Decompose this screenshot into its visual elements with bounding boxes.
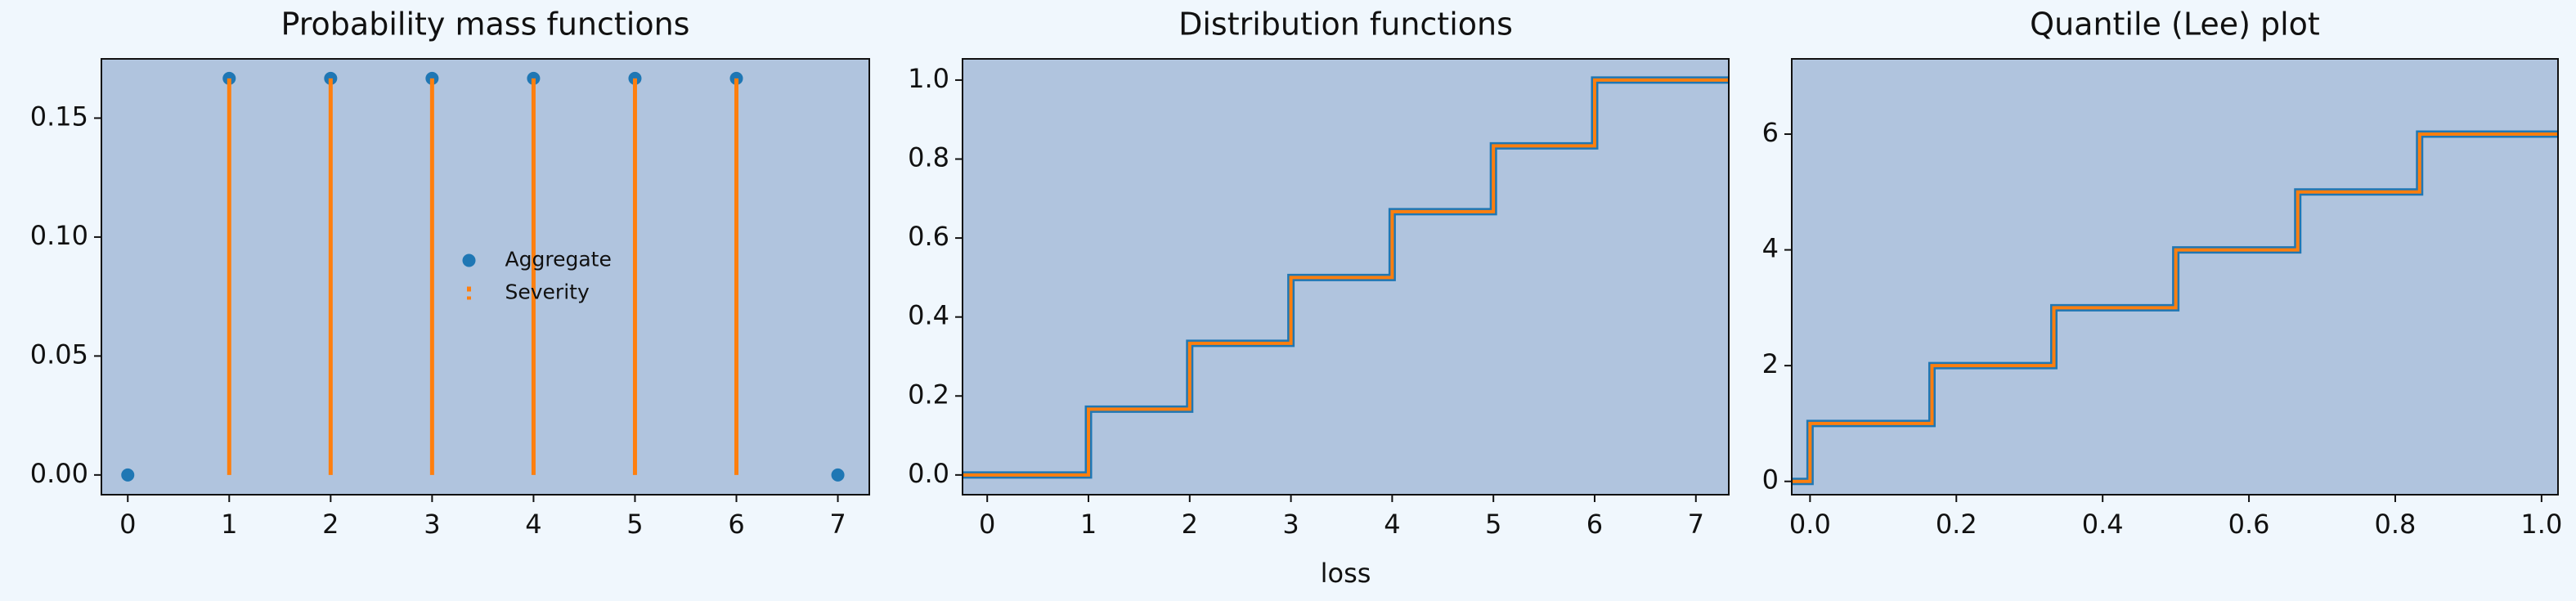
y-tick-label: 0.05 <box>30 339 88 370</box>
x-tick-label: 4 <box>1384 509 1400 540</box>
plot-frame <box>101 58 870 496</box>
x-tick-label: 6 <box>728 509 744 540</box>
x-tick-label: 0.0 <box>1789 509 1831 540</box>
x-tick-label: 3 <box>1282 509 1299 540</box>
chart-title: Probability mass functions <box>281 7 690 43</box>
x-tick-label: 1 <box>1080 509 1097 540</box>
x-tick-label: 5 <box>626 509 643 540</box>
plot-area <box>101 59 869 495</box>
y-tick-label: 0.2 <box>908 379 949 410</box>
x-tick-label: 0.6 <box>2228 509 2270 540</box>
point <box>831 468 845 482</box>
y-tick-label: 2 <box>1762 348 1779 379</box>
y-tick-label: 0.15 <box>30 101 88 132</box>
chart-title: Quantile (Lee) plot <box>2030 7 2320 43</box>
x-tick-label: 0.2 <box>1936 509 1977 540</box>
x-tick-label: 5 <box>1485 509 1501 540</box>
x-tick-label: 6 <box>1586 509 1603 540</box>
y-tick-label: 0.8 <box>908 142 949 173</box>
legend-label: Aggregate <box>505 248 612 271</box>
x-tick-label: 3 <box>424 509 440 540</box>
legend-label: Severity <box>505 280 590 304</box>
legend-swatch <box>462 253 476 267</box>
x-tick-label: 0 <box>979 509 995 540</box>
y-tick-label: 1.0 <box>908 63 949 94</box>
x-tick-label: 1.0 <box>2520 509 2562 540</box>
x-tick-label: 7 <box>829 509 846 540</box>
y-tick-label: 0.00 <box>30 458 88 489</box>
plot-frame <box>1791 58 2559 496</box>
step-line <box>963 78 1729 477</box>
step-line <box>1792 132 2558 483</box>
x-tick-label: 0.4 <box>2082 509 2124 540</box>
x-tick-label: 0.8 <box>2375 509 2417 540</box>
chart-title: Distribution functions <box>1178 7 1513 43</box>
point <box>121 468 135 482</box>
x-tick-label: 0 <box>119 509 136 540</box>
y-tick-label: 4 <box>1762 233 1779 264</box>
y-tick-label: 0 <box>1762 464 1779 496</box>
y-tick-label: 0.10 <box>30 220 88 251</box>
y-tick-label: 0.6 <box>908 221 949 252</box>
y-tick-label: 0.4 <box>908 300 949 331</box>
plot-frame <box>962 58 1730 496</box>
x-tick-label: 4 <box>525 509 541 540</box>
x-axis-label: loss <box>1321 558 1371 589</box>
x-tick-label: 2 <box>1182 509 1198 540</box>
x-tick-label: 2 <box>322 509 339 540</box>
y-tick-label: 6 <box>1762 117 1779 148</box>
x-tick-label: 1 <box>221 509 237 540</box>
y-tick-label: 0.0 <box>908 458 949 489</box>
x-tick-label: 7 <box>1688 509 1704 540</box>
